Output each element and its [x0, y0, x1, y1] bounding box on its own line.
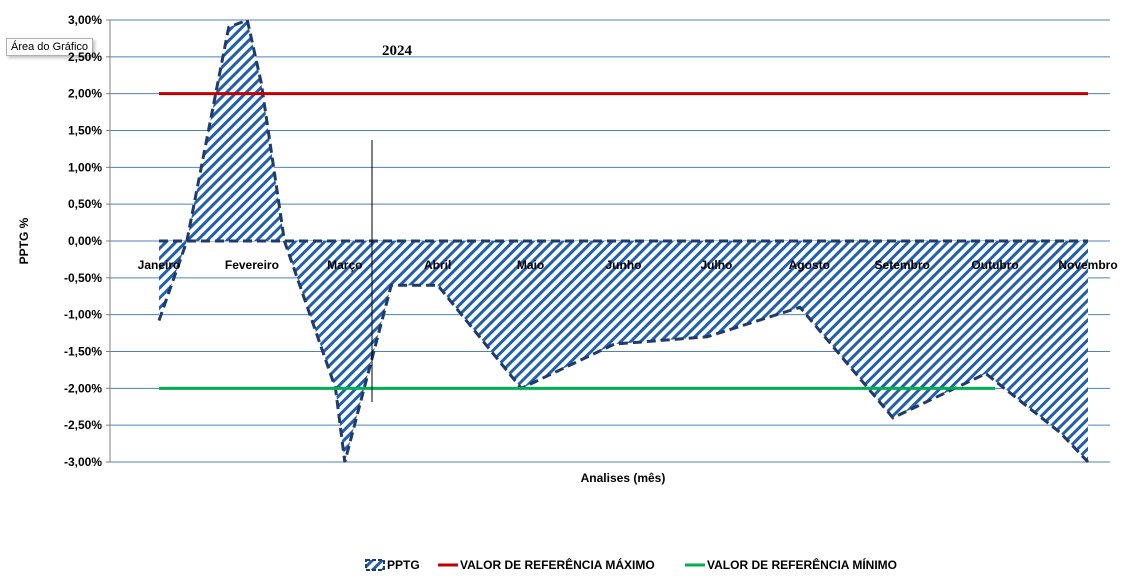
x-category-label: Março [327, 258, 362, 272]
y-tick-label: 3,00% [68, 13, 102, 27]
x-axis-categories: Janeiro Fevereiro Março Abril Maio Junho Julho… [138, 258, 1118, 272]
x-category-label: Janeiro [138, 258, 181, 272]
x-category-label: Outubro [971, 258, 1018, 272]
y-axis-title: PPTG % [17, 217, 31, 264]
y-axis-ticks: 3,00% 2,50% 2,00% 1,50% 1,00% 0,50% 0,00% -0,50… [64, 13, 102, 469]
x-axis-title: Analises (mês) [581, 471, 666, 485]
legend-label: PPTG [387, 558, 420, 572]
x-category-label: Agosto [789, 258, 830, 272]
x-category-label: Fevereiro [225, 258, 279, 272]
pptg-line [157, 17, 1090, 464]
x-category-label: Novembro [1058, 258, 1117, 272]
legend-label: VALOR DE REFERÊNCIA MÍNIMO [707, 557, 897, 572]
reference-lines [159, 92, 1088, 390]
x-category-label: Junho [606, 258, 642, 272]
legend-item-pptg: PPTG [365, 558, 420, 572]
y-tick-label: -1,00% [64, 308, 102, 322]
legend-label: VALOR DE REFERÊNCIA MÁXIMO [460, 557, 655, 572]
y-tick-label: -3,00% [64, 455, 102, 469]
legend-swatch [365, 559, 385, 571]
x-category-label: Setembro [875, 258, 930, 272]
y-tick-label: 2,00% [68, 87, 102, 101]
y-tick-label: 1,00% [68, 160, 102, 174]
y-tick-label: 0,50% [68, 197, 102, 211]
y-tick-label: 0,00% [68, 234, 102, 248]
y-tick-label: -2,00% [64, 381, 102, 395]
legend-item-max: VALOR DE REFERÊNCIA MÁXIMO [438, 557, 655, 572]
y-tick-label: -1,50% [64, 345, 102, 359]
legend: PPTG VALOR DE REFERÊNCIA MÁXIMO VALOR DE R… [365, 557, 897, 572]
y-tick-label: -0,50% [64, 271, 102, 285]
y-tick-label: -2,50% [64, 418, 102, 432]
x-category-label: Julho [700, 258, 732, 272]
y-tick-label: 1,50% [68, 124, 102, 138]
chart-title: 2024 [382, 43, 413, 59]
plot-area [157, 17, 1090, 464]
legend-item-min: VALOR DE REFERÊNCIA MÍNIMO [685, 557, 897, 572]
y-tick-label: 2,50% [68, 50, 102, 64]
x-category-label: Abril [424, 258, 451, 272]
x-category-label: Maio [517, 258, 544, 272]
chart-area-tooltip: Área do Gráfico [6, 38, 94, 56]
